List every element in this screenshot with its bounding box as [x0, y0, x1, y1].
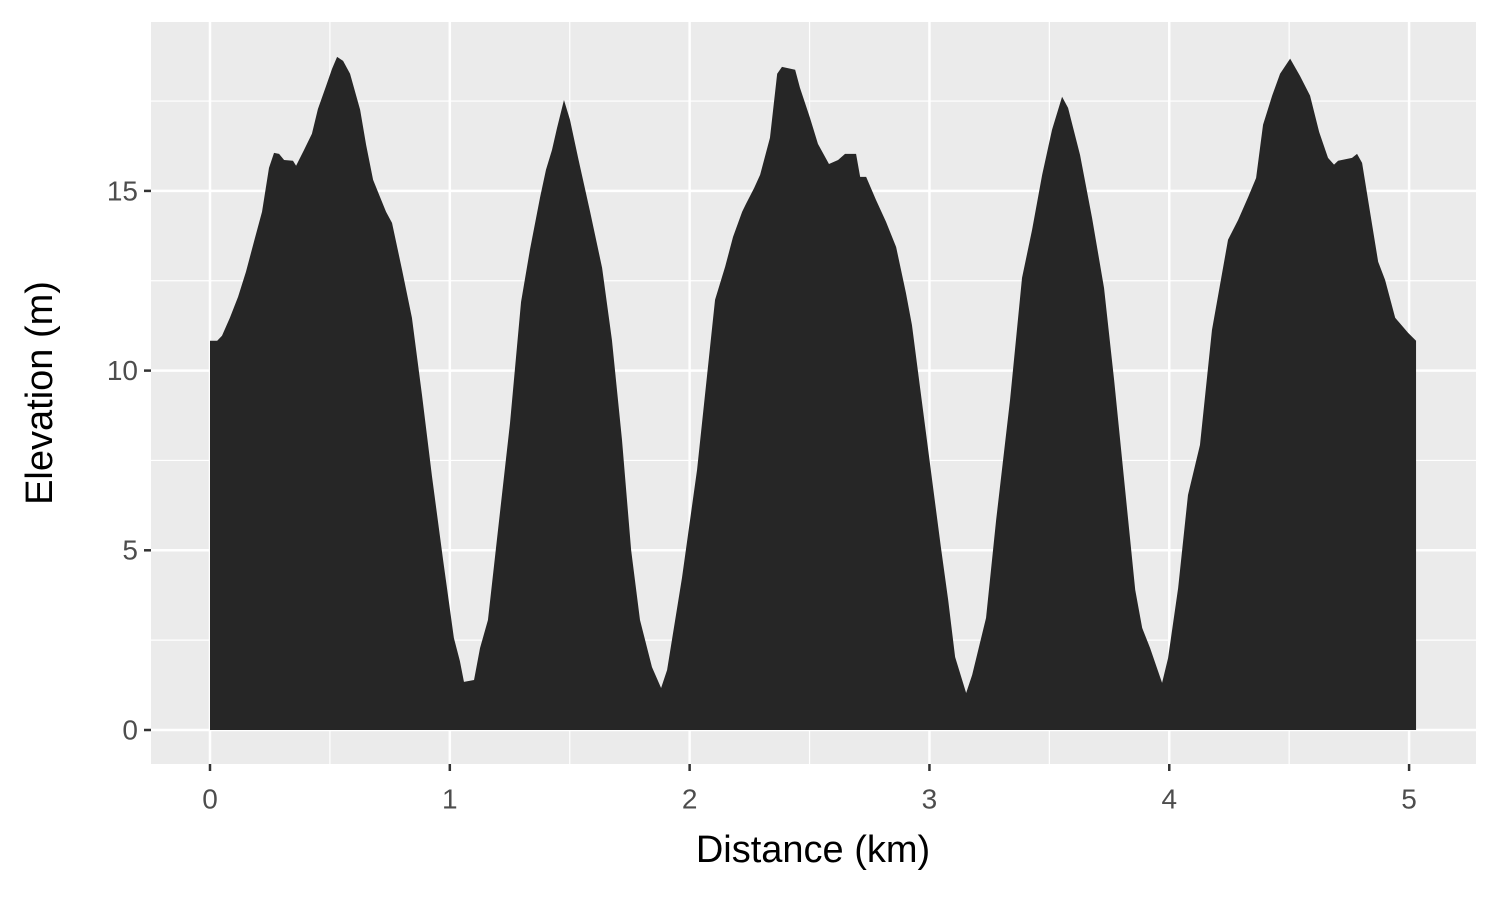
x-axis-title: Distance (km) [696, 829, 930, 871]
x-tick-label: 5 [1401, 783, 1417, 814]
y-axis-title: Elevation (m) [19, 281, 61, 505]
x-tick-label: 1 [442, 783, 458, 814]
y-tick-label: 0 [122, 714, 138, 745]
x-tick-label: 2 [682, 783, 698, 814]
area [209, 56, 1417, 731]
y-tick-label: 15 [107, 175, 138, 206]
x-tick-label: 0 [202, 783, 218, 814]
x-tick-label: 3 [922, 783, 938, 814]
y-tick-label: 5 [122, 535, 138, 566]
x-tick-label: 4 [1161, 783, 1177, 814]
y-tick-label: 10 [107, 355, 138, 386]
